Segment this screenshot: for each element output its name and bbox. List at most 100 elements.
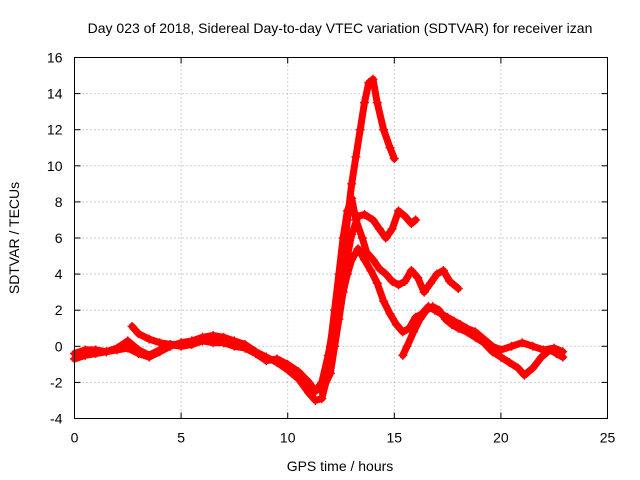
data-point-marker <box>197 334 207 344</box>
data-point-marker <box>479 338 489 348</box>
y-tick-label: 4 <box>55 266 63 282</box>
data-point-marker <box>208 336 218 346</box>
data-point-marker <box>351 215 361 225</box>
data-point-marker <box>394 206 404 216</box>
y-tick-label: 14 <box>47 86 63 102</box>
data-point-marker <box>513 363 523 373</box>
data-point-marker <box>368 215 378 225</box>
data-point-marker <box>415 314 425 324</box>
y-tick-label: 2 <box>55 302 63 318</box>
data-point-marker <box>144 334 154 344</box>
data-point-marker <box>351 152 361 162</box>
y-tick-label: 10 <box>47 158 63 174</box>
data-point-marker <box>304 377 314 387</box>
data-point-marker <box>421 305 431 315</box>
series-track-3 <box>322 194 462 377</box>
data-point-marker <box>133 345 143 355</box>
data-point-marker <box>347 193 357 203</box>
axis-ticks: 0 5 10 15 20 25 -4 -2 0 2 4 6 8 10 12 14 16 <box>47 50 616 446</box>
data-point-marker <box>342 206 352 216</box>
data-point-marker <box>438 265 448 275</box>
data-point-marker <box>372 278 382 288</box>
data-point-marker <box>334 314 344 324</box>
data-point-marker <box>398 327 408 337</box>
data-point-marker <box>517 338 527 348</box>
x-axis-label: GPS time / hours <box>287 458 394 474</box>
data-point-marker <box>123 336 133 346</box>
data-point-marker <box>325 368 335 378</box>
data-point-marker <box>440 314 450 324</box>
data-point-marker <box>347 179 357 189</box>
data-point-marker <box>347 255 357 265</box>
x-tick-label: 25 <box>600 430 616 446</box>
data-point-marker <box>487 347 497 357</box>
data-point-marker <box>334 269 344 279</box>
data-point-marker <box>394 280 404 290</box>
x-tick-label: 15 <box>387 430 403 446</box>
y-axis-label: SDTVAR / TECUs <box>6 182 22 294</box>
data-point-marker <box>240 343 250 353</box>
x-tick-label: 5 <box>177 430 185 446</box>
data-point-marker <box>519 370 529 380</box>
data-point-marker <box>317 386 327 396</box>
series-track-6 <box>399 303 567 379</box>
data-point-marker <box>155 338 165 348</box>
data-point-marker <box>101 347 111 357</box>
data-point-marker <box>385 143 395 153</box>
x-tick-label: 10 <box>280 430 296 446</box>
data-point-marker <box>176 339 186 349</box>
data-point-marker <box>381 269 391 279</box>
data-point-marker <box>342 269 352 279</box>
data-point-marker <box>432 269 442 279</box>
y-tick-label: 16 <box>47 50 63 66</box>
data-point-marker <box>411 215 421 225</box>
data-point-marker <box>127 321 137 331</box>
data-point-marker <box>387 276 397 286</box>
data-point-marker <box>528 363 538 373</box>
chart-title: Day 023 of 2018, Sidereal Day-to-day VTE… <box>88 20 593 36</box>
traces <box>70 74 568 405</box>
data-point-marker <box>419 287 429 297</box>
data-point-marker <box>379 296 389 306</box>
data-point-marker <box>374 224 384 234</box>
data-point-marker <box>385 309 395 319</box>
data-point-marker <box>359 98 369 108</box>
data-point-marker <box>261 356 271 366</box>
y-tick-label: 8 <box>55 194 63 210</box>
data-point-marker <box>536 352 546 362</box>
data-point-marker <box>453 323 463 333</box>
data-point-marker <box>338 287 348 297</box>
data-point-marker <box>445 276 455 286</box>
data-point-marker <box>187 338 197 348</box>
data-point-marker <box>379 125 389 135</box>
y-tick-label: -4 <box>50 411 63 427</box>
x-tick-label: 0 <box>71 430 79 446</box>
y-tick-label: -2 <box>50 374 63 390</box>
data-point-marker <box>426 278 436 288</box>
data-point-marker <box>413 273 423 283</box>
data-point-marker <box>165 339 175 349</box>
data-point-marker <box>400 276 410 286</box>
data-point-marker <box>112 343 122 353</box>
data-point-marker <box>504 358 514 368</box>
data-point-marker <box>453 284 463 294</box>
data-point-marker <box>496 352 506 362</box>
data-point-marker <box>338 233 348 243</box>
series-track-2 <box>71 207 420 395</box>
data-point-marker <box>507 341 517 351</box>
data-point-marker <box>251 349 261 359</box>
data-point-marker <box>353 244 363 254</box>
data-point-marker <box>310 395 320 405</box>
data-point-marker <box>144 350 154 360</box>
data-point-marker <box>366 265 376 275</box>
data-point-marker <box>359 210 369 220</box>
data-point-marker <box>400 211 410 221</box>
data-point-marker <box>304 388 314 398</box>
data-point-marker <box>372 98 382 108</box>
data-point-marker <box>428 302 438 312</box>
data-point-marker <box>398 350 408 360</box>
data-point-marker <box>408 327 418 337</box>
x-tick-label: 20 <box>493 430 509 446</box>
data-point-marker <box>229 339 239 349</box>
